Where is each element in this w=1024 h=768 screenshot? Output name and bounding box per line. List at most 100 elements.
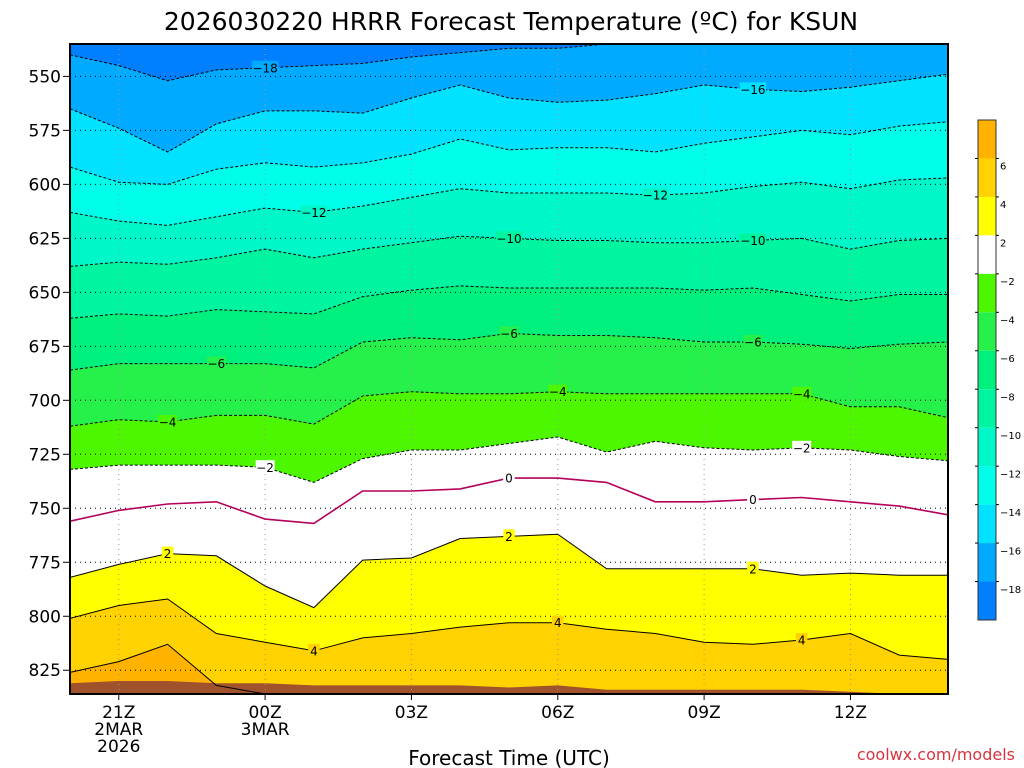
colorbar-swatch bbox=[978, 120, 996, 159]
y-tick-label: 550 bbox=[29, 67, 61, 87]
colorbar-swatch bbox=[978, 350, 996, 390]
contour-label: 2 bbox=[505, 530, 513, 544]
y-tick-label: 650 bbox=[29, 283, 61, 303]
contour-label-bg bbox=[747, 561, 759, 576]
colorbar-swatch bbox=[978, 389, 996, 428]
contour-label-bg bbox=[739, 233, 767, 248]
contour-label-bg bbox=[495, 231, 523, 246]
contour-label: 2 bbox=[164, 547, 172, 561]
colorbar-swatch bbox=[978, 543, 996, 582]
colorbar-tick-label: 4 bbox=[1000, 200, 1006, 211]
contour-label-bg bbox=[792, 440, 812, 455]
colorbar-tick-label: −6 bbox=[1000, 354, 1015, 365]
contour-label: 0 bbox=[505, 472, 513, 486]
isotherm-minus12 bbox=[70, 177, 948, 226]
colorbar-swatch bbox=[978, 466, 996, 505]
contour-label-bg bbox=[503, 529, 515, 544]
y-tick-label: 625 bbox=[29, 229, 61, 249]
contour-label: −6 bbox=[744, 336, 762, 350]
grid-lines bbox=[70, 44, 948, 694]
x-tick-label: 21Z bbox=[102, 703, 135, 723]
x-tick-label: 03Z bbox=[395, 703, 428, 723]
isotherm-minus8 bbox=[70, 285, 948, 319]
colorbar-swatch bbox=[978, 427, 996, 467]
y-tick-label: 750 bbox=[29, 499, 61, 519]
contour-label: 2 bbox=[749, 562, 757, 576]
contour-label: 0 bbox=[749, 493, 757, 507]
contour-label: −6 bbox=[207, 357, 225, 371]
contour-label-bg bbox=[300, 205, 328, 220]
contour-label-bg bbox=[161, 546, 174, 561]
contour-label-bg bbox=[503, 471, 515, 486]
contour-label-bg bbox=[548, 384, 568, 399]
colorbar-tick-label: −4 bbox=[1000, 316, 1015, 327]
colorbar-tick-label: 2 bbox=[1000, 239, 1006, 250]
colorbar: 6 4 2 −2 −4 −6 −8 −10 −12 −14 −16 −18 bbox=[975, 119, 1021, 621]
contour-label: −10 bbox=[496, 232, 521, 246]
contour-label: 4 bbox=[798, 634, 806, 648]
colorbar-frame bbox=[977, 119, 997, 621]
x-axis-label: Forecast Time (UTC) bbox=[408, 746, 610, 768]
contour-label: −2 bbox=[793, 441, 811, 455]
plot-frame bbox=[69, 43, 949, 695]
contour-label-bg bbox=[747, 492, 759, 507]
y-tick-label: 700 bbox=[29, 391, 61, 411]
contour-label: −10 bbox=[740, 234, 765, 248]
colorbar-tick-label: −18 bbox=[1000, 585, 1021, 596]
y-tick-label: 825 bbox=[29, 661, 61, 681]
contour-label: −4 bbox=[549, 385, 567, 399]
contour-label: 4 bbox=[310, 644, 318, 658]
colorbar-tick-label: −10 bbox=[1000, 431, 1021, 442]
credit-link[interactable]: coolwx.com/models bbox=[857, 745, 1015, 764]
band-4-6 bbox=[70, 599, 948, 694]
contour-labels: −18 −16 −12 −12 −10 −10 −6 −6 −6 −4 −4 −4 −2 −2 0 0 2 2 2 4… bbox=[158, 60, 812, 658]
x-tick-label: 2026 bbox=[97, 737, 140, 757]
y-axis: 550 575 600 625 650 675 700 725 750 775 800 825 bbox=[29, 67, 70, 681]
colorbar-tick-label: −2 bbox=[1000, 277, 1015, 288]
y-tick-label: 775 bbox=[29, 553, 61, 573]
y-tick-label: 575 bbox=[29, 121, 61, 141]
colorbar-tick-label: 6 bbox=[1000, 162, 1006, 173]
colorbar-swatch bbox=[978, 581, 996, 620]
contour-label-bg bbox=[255, 460, 275, 475]
colorbar-swatch bbox=[978, 273, 996, 313]
x-tick-label: 2MAR bbox=[94, 720, 143, 740]
colorbar-swatch bbox=[978, 158, 996, 197]
isotherm-minus18 bbox=[70, 44, 948, 82]
contour-label-bg bbox=[206, 356, 226, 371]
contour-label-bg bbox=[795, 633, 808, 648]
contour-label-bg bbox=[552, 615, 564, 630]
colorbar-tick-label: −14 bbox=[1000, 508, 1021, 519]
colorbar-swatch bbox=[978, 504, 996, 544]
contour-label: −12 bbox=[301, 206, 326, 220]
contour-label: 4 bbox=[554, 616, 562, 630]
isotherm-6 bbox=[70, 643, 948, 694]
contour-label: −16 bbox=[740, 83, 765, 97]
contour-label-bg bbox=[308, 643, 320, 658]
colorbar-swatch bbox=[978, 196, 996, 236]
colorbar-tick-label: −8 bbox=[1000, 392, 1015, 403]
y-tick-label: 800 bbox=[29, 607, 61, 627]
contour-label: −4 bbox=[793, 387, 811, 401]
contour-label-bg bbox=[743, 335, 763, 350]
isotherm-minus14 bbox=[70, 121, 948, 185]
chart-title: 2026030220 HRRR Forecast Temperature (ºC… bbox=[164, 7, 858, 36]
contour-label-bg bbox=[739, 82, 767, 97]
x-tick-label: 06Z bbox=[541, 703, 574, 723]
contour-label: −4 bbox=[159, 415, 177, 429]
x-tick-label: 00Z bbox=[248, 703, 281, 723]
isotherm-minus16 bbox=[70, 73, 948, 153]
contour-label: −6 bbox=[500, 327, 518, 341]
contour-label: −2 bbox=[256, 461, 274, 475]
colorbar-swatch bbox=[978, 312, 996, 351]
colorbar-tick-label: −12 bbox=[1000, 469, 1021, 480]
colorbar-swatch bbox=[978, 235, 996, 274]
contour-label: −18 bbox=[252, 61, 277, 75]
terrain bbox=[70, 681, 900, 694]
contour-label-bg bbox=[792, 386, 812, 401]
contour-label-bg bbox=[251, 60, 279, 75]
y-tick-label: 675 bbox=[29, 337, 61, 357]
x-tick-label: 09Z bbox=[687, 703, 720, 723]
colorbar-tick-label: −16 bbox=[1000, 546, 1021, 557]
